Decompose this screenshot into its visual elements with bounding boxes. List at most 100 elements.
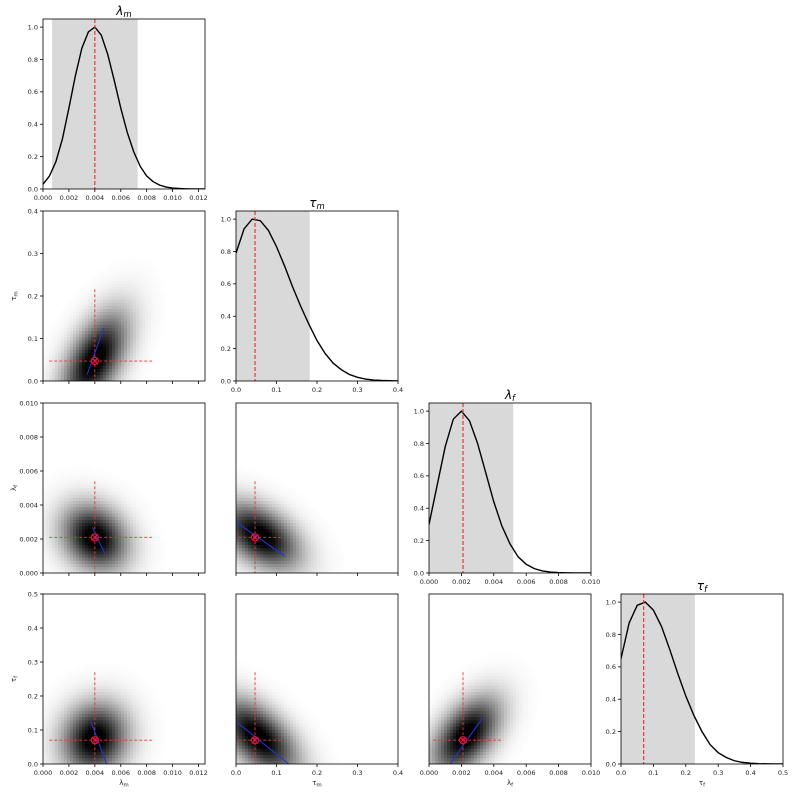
density-cell <box>242 472 246 476</box>
density-cell <box>61 522 65 527</box>
density-cell <box>109 748 113 752</box>
density-cell <box>245 682 249 686</box>
density-cell <box>118 355 122 360</box>
density-cell <box>296 554 300 558</box>
density-cell <box>296 541 300 546</box>
y-tick-label: 0.0 <box>606 760 616 768</box>
density-cell <box>145 550 149 555</box>
density-cell <box>278 563 282 568</box>
density-cell <box>76 741 80 746</box>
density-cell <box>269 525 273 530</box>
density-cell <box>142 314 146 319</box>
density-cell <box>55 679 59 683</box>
density-cell <box>97 273 101 278</box>
density-cell <box>139 563 143 568</box>
density-cell <box>52 694 56 699</box>
density-cell <box>97 710 101 715</box>
density-cell <box>245 685 249 689</box>
density-cell <box>82 679 86 683</box>
density-cell <box>106 264 110 269</box>
density-cell <box>151 716 155 721</box>
density-cell <box>332 535 336 539</box>
density-cell <box>52 488 56 492</box>
density-cell <box>103 311 107 316</box>
density-cell <box>67 569 71 573</box>
density-cell <box>43 532 47 536</box>
density-cell <box>142 541 146 546</box>
density-cell <box>118 377 122 381</box>
density-cell <box>112 273 116 278</box>
density-cell <box>118 280 122 284</box>
density-cell <box>79 519 83 524</box>
density-cell <box>148 528 152 533</box>
density-cell <box>127 513 131 517</box>
density-cell <box>97 751 101 755</box>
density-cell <box>106 513 110 517</box>
density-cell <box>70 748 74 752</box>
density-cell <box>115 371 119 376</box>
density-cell <box>85 682 89 686</box>
density-cell <box>239 506 243 511</box>
density-cell <box>121 554 125 558</box>
density-cell <box>79 707 83 711</box>
density-cell <box>136 682 140 686</box>
density-cell <box>103 547 107 552</box>
density-cell <box>118 289 122 294</box>
density-cell <box>46 554 50 558</box>
density-cell <box>82 500 86 505</box>
density-cell <box>139 500 143 505</box>
density-cell <box>82 513 86 517</box>
density-cell <box>133 547 137 552</box>
density-cell <box>97 663 101 667</box>
density-cell <box>136 283 140 287</box>
density-cell <box>251 691 255 696</box>
density-cell <box>157 566 161 571</box>
density-cell <box>148 292 152 297</box>
density-cell <box>97 368 101 372</box>
density-cell <box>236 541 240 546</box>
density-cell <box>263 510 267 514</box>
density-cell <box>251 488 255 492</box>
density-cell <box>85 283 89 287</box>
density-cell <box>46 491 50 495</box>
density-cell <box>239 663 243 667</box>
density-cell <box>142 327 146 332</box>
density-cell <box>148 735 152 740</box>
density-cell <box>79 321 83 325</box>
density-cell <box>97 566 101 571</box>
density-cell <box>266 513 270 517</box>
density-cell <box>326 550 330 555</box>
density-cell <box>85 292 89 297</box>
density-cell <box>248 557 252 561</box>
density-cell <box>133 355 137 360</box>
density-cell <box>100 352 104 357</box>
density-cell <box>254 694 258 699</box>
density-cell <box>145 302 149 306</box>
density-cell <box>127 305 131 309</box>
density-cell <box>70 340 74 344</box>
density-cell <box>127 672 131 677</box>
density-cell <box>148 355 152 360</box>
density-cell <box>64 694 68 699</box>
density-cell <box>52 729 56 733</box>
density-cell <box>127 270 131 275</box>
density-cell <box>79 318 83 322</box>
density-cell <box>46 719 50 724</box>
density-cell <box>52 330 56 335</box>
density-cell <box>157 729 161 733</box>
density-cell <box>49 343 53 347</box>
density-cell <box>67 503 71 508</box>
density-cell <box>154 324 158 328</box>
density-cell <box>118 694 122 699</box>
density-cell <box>70 735 74 740</box>
density-cell <box>287 557 291 561</box>
density-cell <box>145 688 149 692</box>
density-cell <box>293 544 297 549</box>
density-cell <box>106 314 110 319</box>
density-cell <box>245 741 249 746</box>
density-cell <box>133 302 137 306</box>
density-cell <box>151 273 155 278</box>
density-cell <box>281 500 285 505</box>
density-cell <box>251 513 255 517</box>
density-cell <box>121 352 125 357</box>
